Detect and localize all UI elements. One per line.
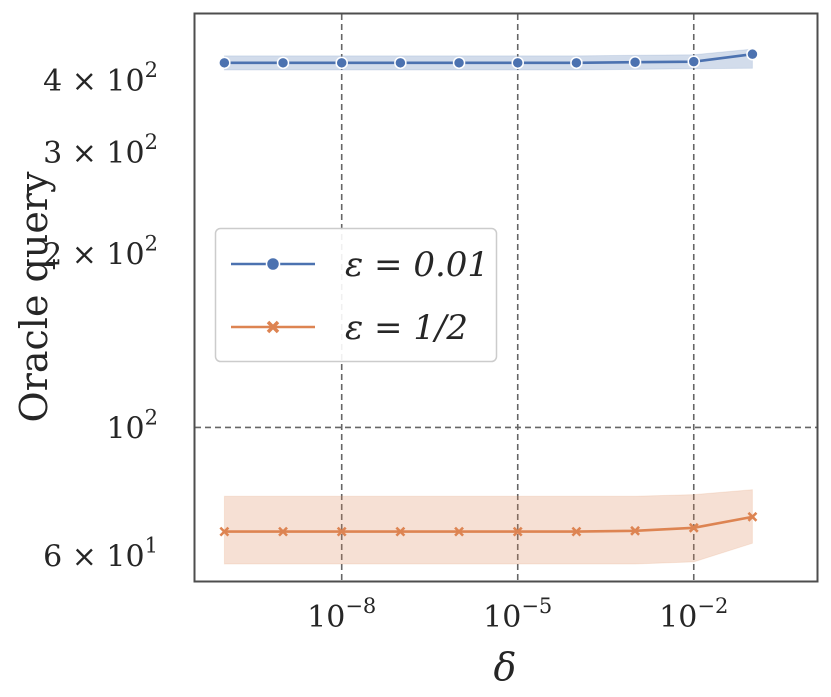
confidence-band [223,48,753,71]
x-marker-stroke [336,526,347,537]
y-tick-label: 6 × 101 [43,534,158,575]
legend-swatch-marker [266,320,280,334]
x-marker-stroke [266,320,280,334]
data-point [628,55,642,69]
data-point [511,56,524,70]
data-point [276,56,290,70]
data-point [394,56,407,70]
data-point [454,526,464,537]
x-tick-label: 10−5 [483,594,552,635]
data-point [687,55,701,68]
x-marker-stroke [688,522,699,533]
legend: ε = 0.01 ε = 1/2 [214,227,498,363]
legend-swatch-marker [265,256,281,272]
y-tick-label: 2 × 102 [43,232,158,273]
y-tick-label: 3 × 102 [43,130,158,171]
x-marker-stroke [454,526,464,537]
series-line-layer [224,52,753,533]
x-marker-stroke [630,525,641,536]
data-point [336,526,347,537]
legend-label: ε = 0.01 [345,245,489,285]
confidence-band [223,489,753,565]
x-marker-stroke [512,526,523,537]
x-marker-stroke [747,511,758,522]
data-point [746,47,759,61]
data-point [452,56,466,70]
data-point [571,526,582,537]
data-point [570,56,583,70]
y-tick-label: 4 × 102 [43,58,158,99]
y-axis-label: Oracle query [12,171,56,422]
x-tick-label: 10−8 [307,594,376,635]
x-marker-stroke [395,526,406,537]
plot-frame [193,12,819,583]
x-marker-stroke [219,526,230,537]
data-point [747,511,758,522]
x-axis-label: δ [494,645,517,689]
data-point [335,56,348,70]
data-point [395,526,406,537]
series-line [224,515,753,533]
x-marker-stroke [571,526,582,537]
legend-items: ε = 0.01 ε = 1/2 [231,245,489,348]
data-point [278,526,288,537]
y-tick-label: 102 [106,405,158,446]
x-marker-stroke [278,526,288,537]
data-point [512,526,523,537]
series-line [224,52,753,65]
data-point [688,522,699,533]
data-point [218,56,231,70]
marker-layer [218,47,759,537]
data-point [219,526,230,537]
data-point [630,525,641,536]
grid-layer [195,14,817,581]
legend-label: ε = 1/2 [345,308,468,348]
confidence-band-layer [223,48,753,565]
